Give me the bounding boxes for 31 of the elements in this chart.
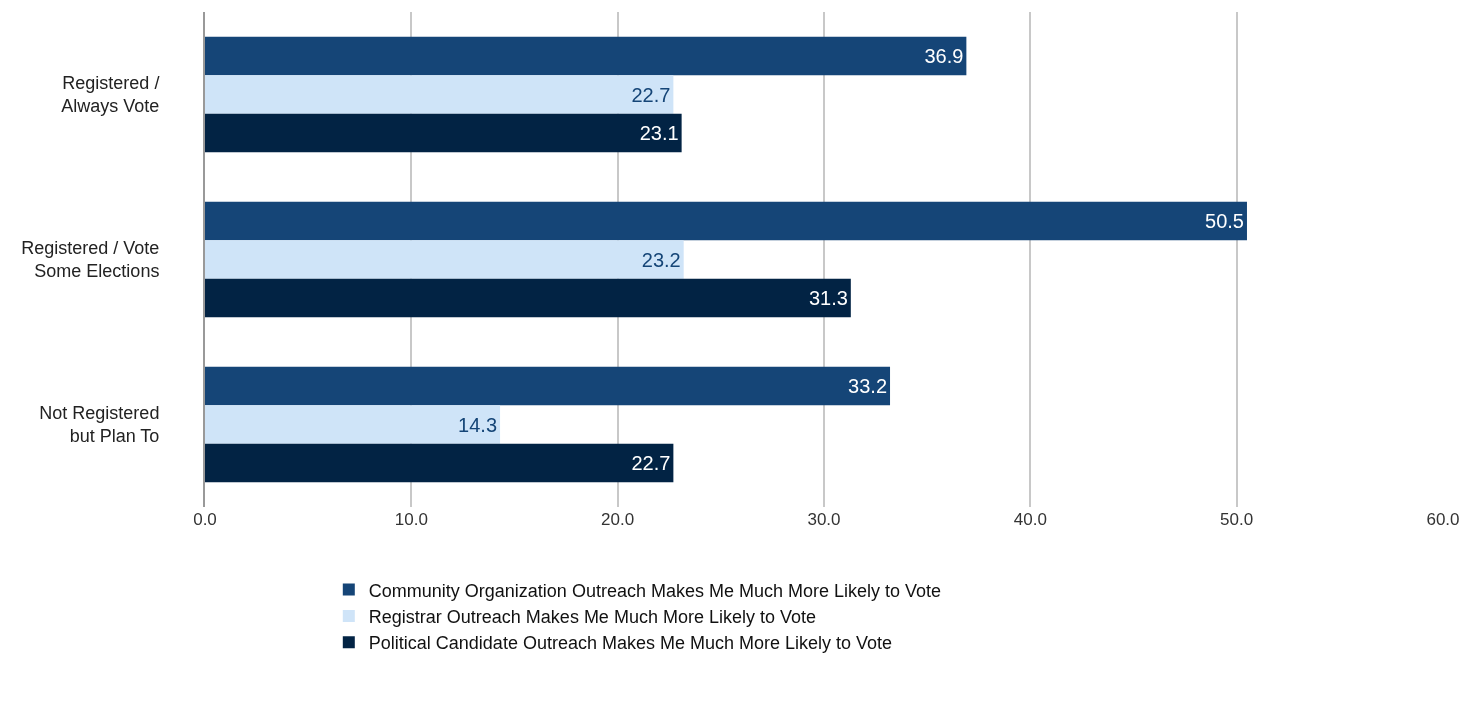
data-label: 33.2: [848, 375, 888, 397]
bar: [205, 75, 674, 114]
bar: [205, 443, 674, 483]
data-label: 14.3: [458, 413, 498, 436]
x-tick-label: 30.0: [807, 510, 841, 529]
data-label: 36.9: [924, 45, 964, 67]
y-tick-label: Not Registered but Plan To: [39, 403, 160, 447]
y-tick-label: Registered / Always Vote: [61, 73, 160, 117]
bar: [205, 201, 1247, 241]
bar: [205, 366, 891, 406]
data-label: 23.1: [639, 122, 679, 144]
x-tick-label: 10.0: [394, 510, 428, 529]
bar: [205, 240, 684, 279]
data-label: 22.7: [631, 83, 671, 106]
bar: [205, 405, 501, 444]
legend-label: Registrar Outreach Makes Me Much More Likely to Vote: [368, 606, 816, 627]
x-tick-label: 60.0: [1426, 510, 1460, 529]
x-tick-label: 50.0: [1220, 510, 1254, 529]
bar: [205, 36, 967, 76]
bar: [205, 278, 851, 318]
x-tick-label: 0.0: [193, 510, 217, 529]
x-tick-label: 40.0: [1013, 510, 1047, 529]
data-label: 22.7: [631, 452, 671, 474]
bar: [205, 113, 682, 153]
data-label: 31.3: [808, 287, 848, 309]
x-tick-label: 20.0: [601, 510, 635, 529]
y-tick-label: Registered / Vote Some Elections: [21, 238, 160, 282]
legend-label: Political Candidate Outreach Makes Me Much More Likely to Vote: [368, 633, 893, 654]
data-label: 23.2: [641, 248, 681, 271]
data-label: 50.5: [1205, 210, 1244, 232]
legend-label: Community Organization Outreach Makes Me Much More Likely to Vote: [368, 580, 942, 601]
